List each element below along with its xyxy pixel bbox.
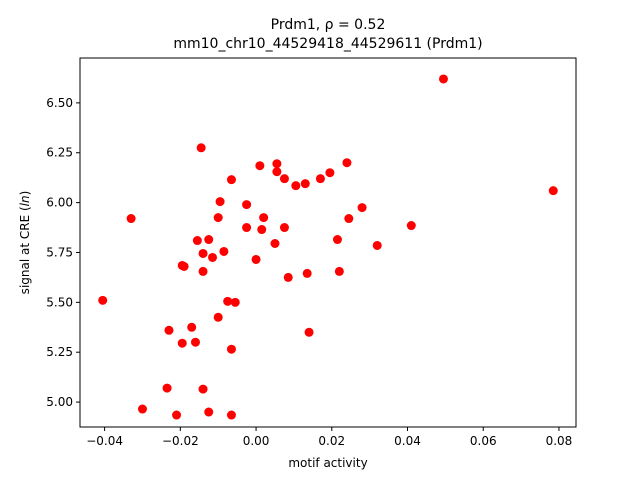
y-axis-label-italic: ln bbox=[18, 195, 32, 206]
y-axis-ticks: 5.00 5.25 5.50 5.75 6.00 6.25 6.50 bbox=[46, 96, 80, 409]
x-axis-label: motif activity bbox=[288, 456, 367, 470]
data-point bbox=[300, 179, 310, 189]
y-tick-label: 6.25 bbox=[46, 146, 73, 160]
data-point bbox=[279, 223, 289, 233]
data-point bbox=[270, 239, 280, 248]
data-point bbox=[372, 240, 382, 250]
data-point bbox=[213, 312, 223, 322]
data-point bbox=[259, 213, 269, 223]
data-point bbox=[190, 337, 200, 347]
y-axis-label-suffix: ) bbox=[18, 191, 32, 196]
data-point bbox=[215, 197, 225, 207]
data-point bbox=[406, 221, 416, 231]
data-point bbox=[198, 266, 208, 276]
data-point bbox=[304, 327, 314, 337]
data-point bbox=[291, 181, 301, 191]
data-point bbox=[357, 203, 367, 213]
data-point bbox=[548, 186, 558, 196]
data-point bbox=[172, 410, 182, 420]
data-point bbox=[315, 174, 325, 184]
data-point bbox=[255, 161, 265, 171]
data-point bbox=[325, 168, 335, 178]
data-point bbox=[251, 254, 261, 264]
x-axis-ticks: −0.04 −0.02 0.00 0.02 0.04 0.06 0.08 bbox=[86, 427, 572, 448]
data-point bbox=[196, 143, 206, 153]
data-point bbox=[342, 158, 352, 168]
y-axis-label-prefix: signal at CRE ( bbox=[18, 206, 32, 294]
data-point bbox=[198, 248, 208, 258]
x-tick-label: 0.06 bbox=[470, 434, 497, 448]
data-point bbox=[137, 404, 147, 414]
x-tick-label: −0.04 bbox=[86, 434, 123, 448]
chart-title-line2: mm10_chr10_44529418_44529611 (Prdm1) bbox=[173, 36, 482, 52]
data-point bbox=[162, 383, 172, 393]
data-point bbox=[223, 296, 233, 306]
x-tick-label: 0.02 bbox=[318, 434, 345, 448]
data-point bbox=[226, 344, 236, 354]
y-tick-label: 5.75 bbox=[46, 245, 73, 259]
data-point bbox=[334, 266, 344, 276]
data-point bbox=[204, 235, 214, 245]
data-points bbox=[98, 74, 558, 420]
plot-area-frame bbox=[79, 57, 577, 428]
x-tick-label: 0.08 bbox=[546, 434, 573, 448]
y-tick-label: 5.25 bbox=[46, 345, 73, 359]
data-point bbox=[98, 295, 108, 305]
data-point bbox=[126, 214, 136, 224]
data-point bbox=[187, 322, 197, 332]
chart-title-line1: Prdm1, ρ = 0.52 bbox=[271, 17, 386, 33]
x-tick-label: 0.04 bbox=[394, 434, 421, 448]
data-point bbox=[192, 236, 202, 246]
data-point bbox=[279, 174, 289, 184]
data-point bbox=[242, 223, 252, 233]
data-point bbox=[164, 325, 174, 335]
data-point bbox=[230, 297, 240, 307]
data-point bbox=[283, 272, 293, 282]
y-tick-label: 5.50 bbox=[46, 295, 73, 309]
data-point bbox=[226, 175, 236, 185]
data-point bbox=[219, 246, 229, 256]
data-point bbox=[344, 214, 354, 224]
data-point bbox=[179, 261, 189, 271]
data-point bbox=[332, 235, 342, 245]
y-tick-label: 6.50 bbox=[46, 96, 73, 110]
y-axis-label: signal at CRE (ln) bbox=[18, 191, 32, 295]
data-point bbox=[302, 268, 312, 278]
data-point bbox=[204, 407, 214, 417]
data-point bbox=[208, 252, 218, 262]
x-tick-label: 0.00 bbox=[243, 434, 270, 448]
x-tick-label: −0.02 bbox=[162, 434, 199, 448]
y-tick-label: 5.00 bbox=[46, 395, 73, 409]
data-point bbox=[198, 384, 208, 394]
data-point bbox=[226, 410, 236, 420]
data-point bbox=[438, 74, 448, 84]
data-point bbox=[272, 167, 282, 177]
data-point bbox=[257, 225, 267, 235]
data-point bbox=[242, 200, 252, 210]
data-point bbox=[213, 213, 223, 223]
data-point bbox=[177, 338, 187, 348]
data-point bbox=[272, 159, 282, 169]
y-tick-label: 6.00 bbox=[46, 196, 73, 210]
